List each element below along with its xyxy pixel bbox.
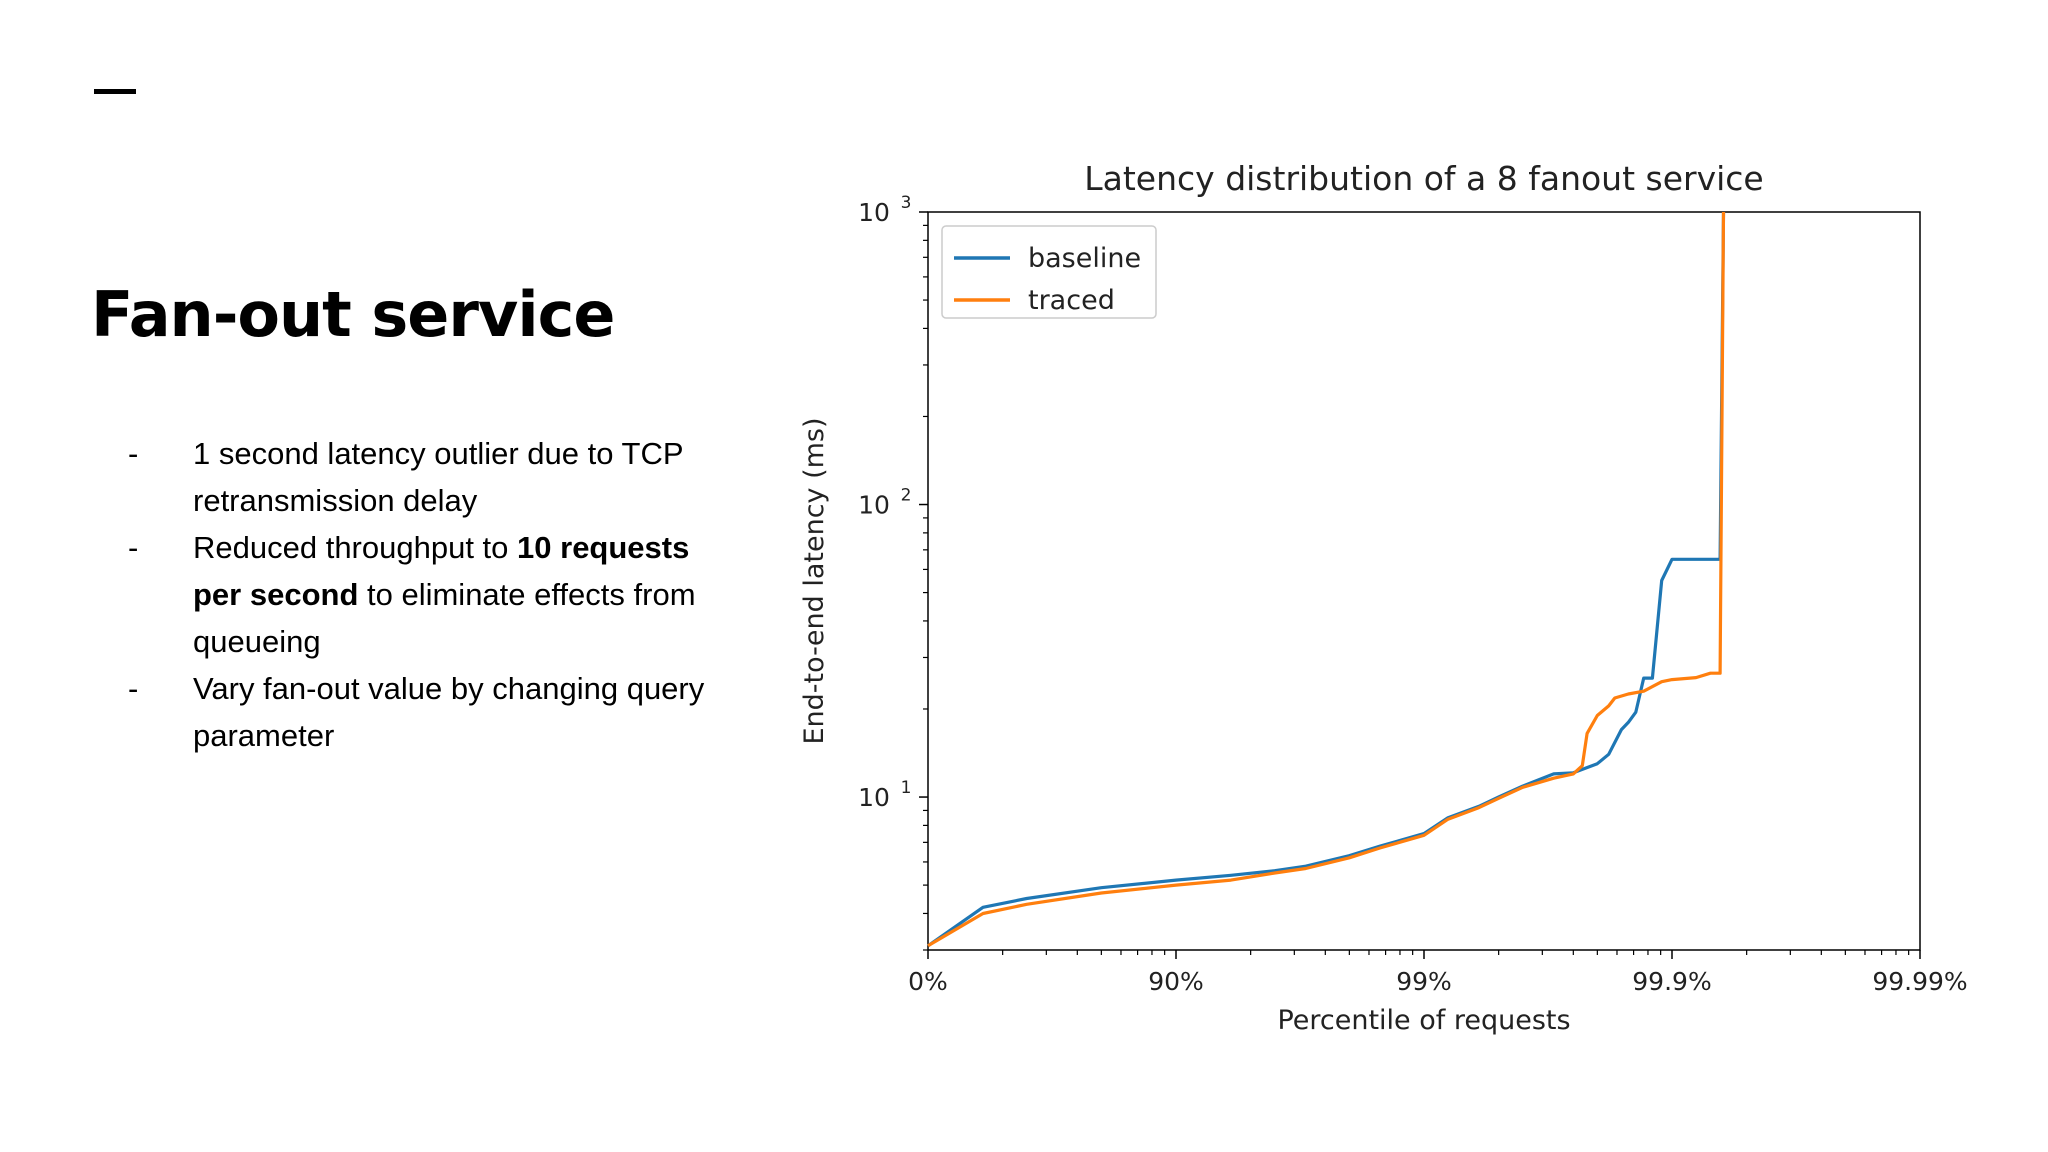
bullet-text: Vary fan-out value by changing query par…: [193, 671, 705, 753]
bullet-marker: -: [128, 530, 139, 565]
y-tick-label: 10: [858, 783, 890, 812]
y-tick-label: 10: [858, 198, 890, 227]
legend-label-baseline: baseline: [1028, 243, 1141, 274]
x-tick-label: 99%: [1396, 967, 1452, 996]
y-axis-label: End-to-end latency (ms): [799, 417, 830, 744]
latency-chart: Latency distribution of a 8 fanout servi…: [799, 159, 1968, 1036]
y-tick-exponent: 2: [901, 486, 912, 506]
slide-title: Fan-out service: [91, 278, 615, 351]
series-line-baseline: [927, 211, 1726, 948]
x-tick-label: 99.99%: [1872, 967, 1967, 996]
bullet-marker: -: [128, 671, 139, 706]
accent-dash: [94, 89, 136, 94]
bullet-list: - 1 second latency outlier due to TCP ret…: [128, 430, 708, 759]
bullet-text-end: to eliminate effects from queueing: [193, 577, 696, 659]
y-tick-exponent: 1: [901, 778, 912, 798]
bullet-item: - Reduced throughput to 10 requests per s…: [128, 524, 708, 665]
y-tick-label: 10: [858, 491, 890, 520]
bullet-text-bold: 10 requests per second: [193, 530, 690, 612]
bullet-text: 1 second latency outlier due to TCP retr…: [193, 436, 683, 518]
x-tick-label: 90%: [1148, 967, 1204, 996]
plot-frame: [927, 211, 1921, 951]
bullet-text-start: Reduced throughput to: [193, 530, 518, 565]
y-tick-exponent: 3: [901, 193, 912, 213]
bullet-item: - 1 second latency outlier due to TCP ret…: [128, 430, 708, 524]
x-axis-label: Percentile of requests: [1277, 1005, 1570, 1036]
x-tick-label: 99.9%: [1632, 967, 1711, 996]
bullet-marker: -: [128, 436, 139, 471]
bullet-item: - Vary fan-out value by changing query pa…: [128, 665, 708, 759]
x-tick-label: 0%: [908, 967, 948, 996]
legend-box: [941, 225, 1157, 319]
chart-title: Latency distribution of a 8 fanout servi…: [1084, 159, 1763, 198]
series-line-traced: [927, 211, 1726, 948]
legend-label-traced: traced: [1028, 285, 1115, 316]
